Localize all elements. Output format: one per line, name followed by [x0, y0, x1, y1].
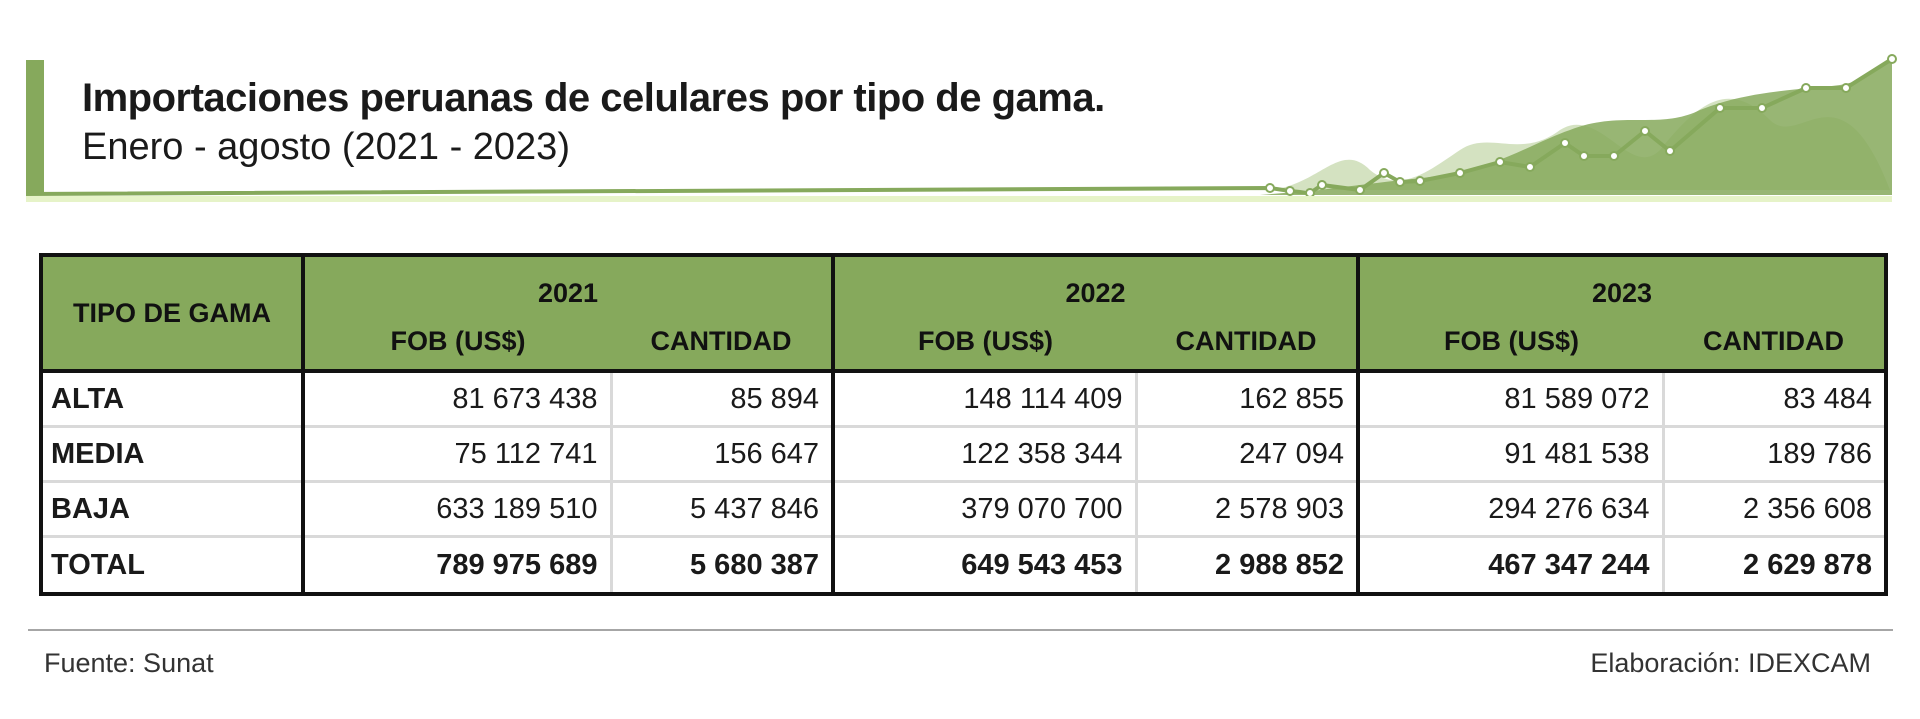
fob-header-2022: FOB (US$)	[833, 313, 1137, 373]
cell-fob-2021: 789 975 689	[303, 536, 613, 596]
cell-cantidad-2021: 5 437 846	[611, 481, 836, 538]
credit-note: Elaboración: IDEXCAM	[1590, 648, 1871, 678]
table-row-media: MEDIA 75 112 741 156 647 122 358 344 247…	[39, 426, 1889, 483]
page-subtitle: Enero - agosto (2021 - 2023)	[82, 126, 570, 168]
row-label: MEDIA	[39, 426, 305, 483]
cell-cantidad-2023: 2 356 608	[1663, 481, 1889, 538]
footer-divider	[28, 629, 1893, 631]
cantidad-header-2023: CANTIDAD	[1663, 313, 1889, 373]
table-row-baja: BAJA 633 189 510 5 437 846 379 070 700 2…	[39, 481, 1889, 538]
gama-header: TIPO DE GAMA	[39, 253, 305, 373]
cell-fob-2022: 122 358 344	[833, 426, 1138, 483]
header-row-years: TIPO DE GAMA 2021 2022 2023	[39, 253, 1889, 373]
cell-cantidad-2022: 162 855	[1136, 371, 1361, 428]
source-note: Fuente: Sunat	[44, 648, 214, 678]
cell-fob-2022: 148 114 409	[833, 371, 1138, 428]
cell-cantidad-2022: 2 988 852	[1136, 536, 1361, 596]
cell-fob-2023: 294 276 634	[1358, 481, 1665, 538]
cantidad-header-2022: CANTIDAD	[1136, 313, 1361, 373]
cell-cantidad-2023: 83 484	[1663, 371, 1889, 428]
data-table-container: TIPO DE GAMA 2021 2022 2023 FOB (US$) CA…	[39, 253, 1889, 596]
header: Importaciones peruanas de celulares por …	[0, 0, 1920, 215]
cell-fob-2022: 649 543 453	[833, 536, 1138, 596]
cell-fob-2021: 75 112 741	[303, 426, 613, 483]
cantidad-header-2021: CANTIDAD	[611, 313, 836, 373]
table-row-alta: ALTA 81 673 438 85 894 148 114 409 162 8…	[39, 371, 1889, 428]
decorative-trend-graphic	[25, 54, 1897, 202]
cell-fob-2021: 633 189 510	[303, 481, 613, 538]
year-header-2022: 2022	[833, 253, 1361, 313]
cell-cantidad-2022: 2 578 903	[1136, 481, 1361, 538]
year-header-2023: 2023	[1358, 253, 1889, 313]
row-label: BAJA	[39, 481, 305, 538]
cell-cantidad-2021: 85 894	[611, 371, 836, 428]
cell-fob-2022: 379 070 700	[833, 481, 1138, 538]
fob-header-2021: FOB (US$)	[303, 313, 611, 373]
cell-cantidad-2022: 247 094	[1136, 426, 1361, 483]
accent-bar	[26, 60, 44, 194]
year-header-2021: 2021	[303, 253, 836, 313]
page-title: Importaciones peruanas de celulares por …	[82, 76, 1105, 120]
fob-header-2023: FOB (US$)	[1358, 313, 1664, 373]
cell-cantidad-2023: 2 629 878	[1663, 536, 1889, 596]
row-label: ALTA	[39, 371, 305, 428]
cell-fob-2021: 81 673 438	[303, 371, 613, 428]
cell-cantidad-2021: 5 680 387	[611, 536, 836, 596]
cell-fob-2023: 81 589 072	[1358, 371, 1665, 428]
row-label: TOTAL	[39, 536, 305, 596]
cell-fob-2023: 467 347 244	[1358, 536, 1665, 596]
imports-table: TIPO DE GAMA 2021 2022 2023 FOB (US$) CA…	[39, 253, 1889, 596]
cell-fob-2023: 91 481 538	[1358, 426, 1665, 483]
table-row-total: TOTAL 789 975 689 5 680 387 649 543 453 …	[39, 536, 1889, 596]
header-row-metrics: FOB (US$) CANTIDAD FOB (US$) CANTIDAD FO…	[41, 313, 1889, 373]
cell-cantidad-2023: 189 786	[1663, 426, 1889, 483]
cell-cantidad-2021: 156 647	[611, 426, 836, 483]
